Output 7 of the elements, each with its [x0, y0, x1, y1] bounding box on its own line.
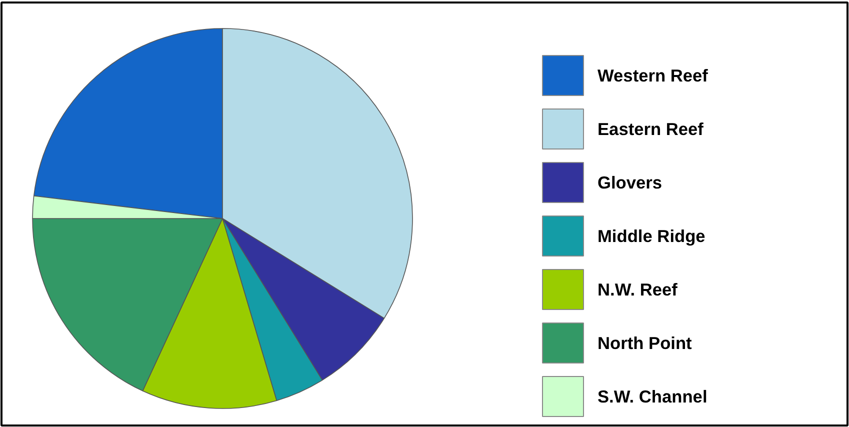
legend-label: North Point	[598, 333, 692, 353]
legend-label: S.W. Channel	[598, 386, 708, 406]
legend-label: Western Reef	[598, 66, 708, 86]
legend-label: Middle Ridge	[598, 226, 706, 246]
legend-label: N.W. Reef	[598, 280, 678, 300]
legend-label: Glovers	[598, 172, 662, 192]
legend-label: Eastern Reef	[598, 119, 704, 139]
